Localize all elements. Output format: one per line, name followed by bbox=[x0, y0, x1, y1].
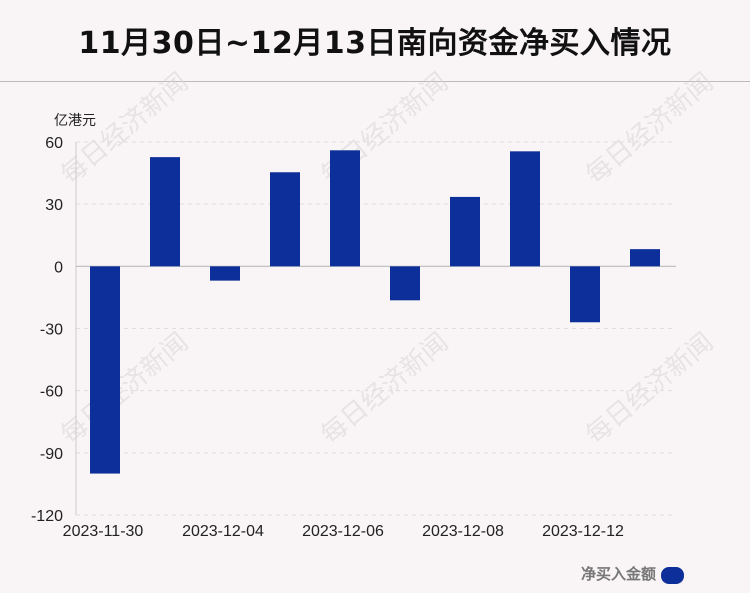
y-tick-labels: 60 30 0 -30 -60 -90 -120 bbox=[31, 135, 63, 525]
x-tick-label: 2023-12-06 bbox=[302, 523, 384, 540]
bars bbox=[90, 150, 660, 474]
bar-2023-12-06 bbox=[330, 150, 360, 267]
x-tick-label: 2023-12-12 bbox=[542, 523, 624, 540]
bar-2023-11-30 bbox=[90, 266, 120, 474]
bar-2023-12-05 bbox=[270, 172, 300, 267]
bar-2023-12-04 bbox=[210, 266, 240, 281]
y-tick-label: 0 bbox=[54, 259, 63, 276]
watermark-text: 每日经济新闻 bbox=[315, 327, 454, 450]
y-axis-unit: 亿港元 bbox=[54, 112, 96, 128]
legend: 净买入金额 bbox=[581, 565, 684, 584]
bar-2023-12-08 bbox=[450, 196, 480, 267]
y-tick-label: -120 bbox=[31, 508, 63, 525]
x-tick-label: 2023-11-30 bbox=[63, 523, 144, 540]
y-tick-label: 30 bbox=[45, 197, 63, 214]
bar-2023-12-11 bbox=[510, 151, 540, 267]
chart-title: 11月30日~12月13日南向资金净买入情况 bbox=[78, 26, 672, 61]
watermark-text: 每日经济新闻 bbox=[580, 67, 719, 190]
x-tick-label: 2023-12-04 bbox=[182, 523, 264, 540]
bar-2023-12-01 bbox=[150, 157, 180, 267]
x-tick-label: 2023-12-08 bbox=[422, 523, 504, 540]
bar-2023-12-13 bbox=[630, 249, 660, 267]
bar-2023-12-07 bbox=[390, 266, 420, 301]
x-tick-labels: 2023-11-30 2023-12-04 2023-12-06 2023-12-08… bbox=[63, 523, 624, 540]
title-divider bbox=[0, 81, 750, 82]
y-tick-label: -90 bbox=[40, 446, 63, 463]
legend-swatch bbox=[661, 567, 684, 584]
y-tick-label: -30 bbox=[40, 322, 63, 339]
y-tick-label: -60 bbox=[40, 384, 63, 401]
bar-2023-12-12 bbox=[570, 266, 600, 323]
y-tick-label: 60 bbox=[45, 135, 63, 152]
watermark-text: 每日经济新闻 bbox=[580, 327, 719, 450]
legend-label: 净买入金额 bbox=[581, 565, 656, 583]
grid-lines bbox=[76, 141, 672, 516]
